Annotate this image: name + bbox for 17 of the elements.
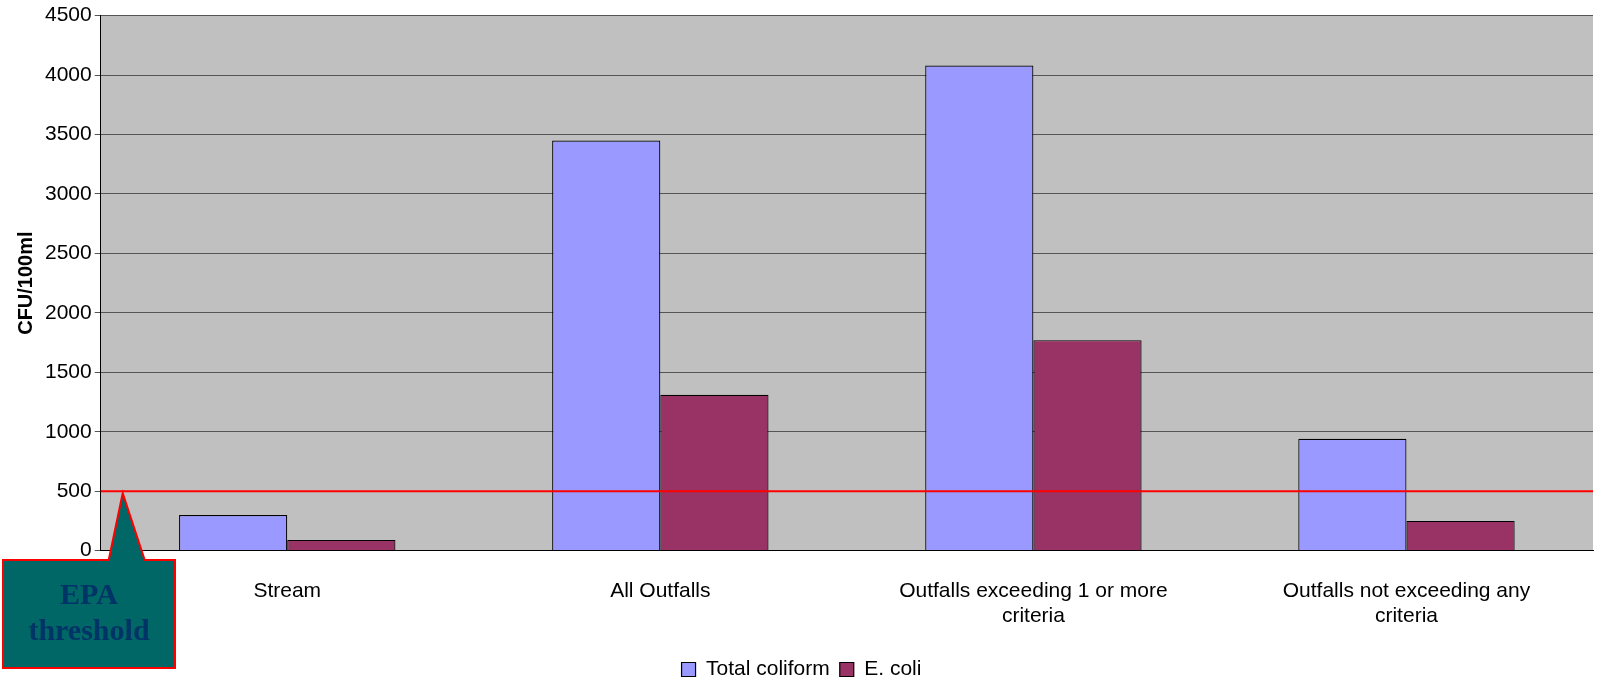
y-tick-label: 1000 — [45, 418, 92, 442]
legend-label: Total coliform — [706, 656, 830, 680]
x-tick-label: All Outfalls — [610, 578, 711, 601]
y-tick-label: 1500 — [45, 359, 92, 383]
y-tick-label: 0 — [80, 537, 92, 561]
legend-label: E. coli — [864, 656, 922, 680]
y-tick-label: 4500 — [45, 2, 92, 26]
y-tick-label: 3000 — [45, 180, 92, 204]
y-tick-label: 4000 — [45, 61, 92, 85]
x-tick-label: Outfalls not exceeding any criteria — [1282, 578, 1531, 627]
y-tick-label: 3500 — [45, 121, 92, 145]
y-tick-label: 500 — [56, 477, 92, 501]
y-tick-label: 2500 — [45, 240, 92, 264]
x-tick-label: Stream — [253, 578, 322, 601]
y-axis-title: CFU/100ml — [13, 231, 36, 335]
x-tick-label: Outfalls exceeding 1 or more criteria — [899, 578, 1168, 627]
y-tick-label: 2000 — [45, 299, 92, 323]
